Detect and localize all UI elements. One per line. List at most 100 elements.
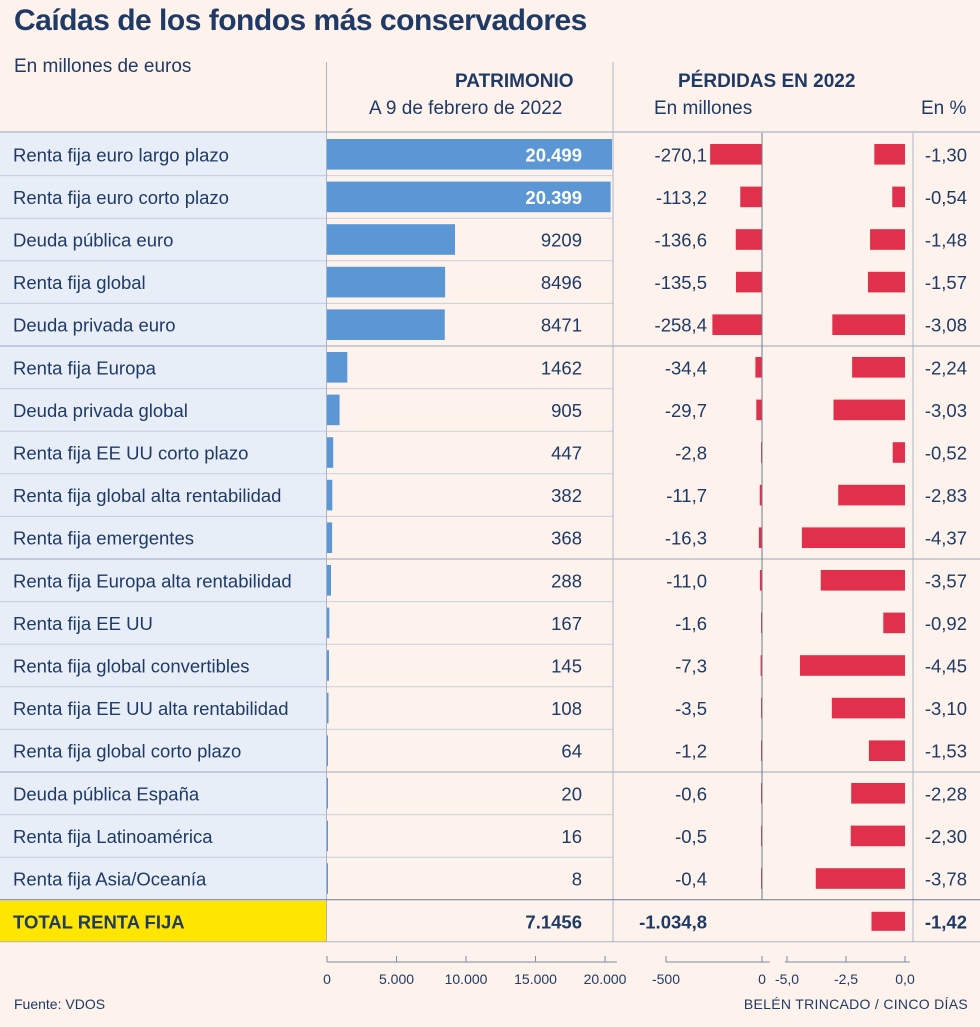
perdida-value: -0,5 (675, 826, 707, 847)
perdida-value: -11,7 (666, 485, 707, 506)
patrimonio-bar (327, 394, 340, 426)
patrimonio-bar (327, 309, 445, 340)
pct-bar (801, 527, 905, 548)
pct-bar (868, 740, 905, 761)
perdida-bar (760, 655, 762, 676)
row-label: Renta fija euro largo plazo (13, 144, 229, 165)
pct-value: -0,54 (925, 187, 967, 208)
header-perdidas-millones: En millones (654, 98, 753, 119)
patrimonio-value: 20.399 (525, 187, 582, 208)
pct-bar (820, 570, 905, 591)
pct-value: -2,24 (925, 357, 967, 378)
pct-bar (852, 357, 905, 378)
pct-value: -1,53 (925, 741, 967, 762)
row-label: Renta fija Europa (13, 357, 157, 378)
patrimonio-bar (327, 565, 332, 596)
perdida-value: -34,4 (665, 357, 707, 378)
patrimonio-value: 9209 (541, 230, 582, 251)
row-label: Deuda pública euro (13, 230, 173, 251)
perdida-bar (758, 527, 762, 548)
row-label: Renta fija emergentes (13, 528, 194, 549)
total-pct-bar (871, 911, 905, 931)
patrimonio-tick-label: 15.000 (514, 971, 557, 987)
pct-tick-label: -2,5 (834, 971, 858, 987)
pct-value: -0,92 (925, 613, 967, 634)
pct-value: -2,28 (925, 783, 967, 804)
pct-bar (870, 229, 905, 250)
total-patrimonio: 7.1456 (525, 911, 582, 932)
header-patrimonio: PATRIMONIO (455, 71, 574, 92)
patrimonio-bar (327, 224, 456, 255)
pct-bar (815, 868, 905, 889)
patrimonio-value: 8496 (541, 272, 582, 293)
pct-bar (832, 314, 905, 335)
perdida-value: -258,4 (655, 315, 707, 336)
pct-value: -2,30 (925, 826, 967, 847)
pct-bar (874, 144, 905, 165)
pct-value: -3,08 (925, 315, 967, 336)
perdida-bar (735, 271, 762, 293)
patrimonio-bar (327, 820, 328, 852)
pct-bar (867, 271, 905, 293)
patrimonio-value: 8 (572, 869, 582, 890)
row-label: Renta fija EE UU alta rentabilidad (13, 698, 289, 719)
perdida-value: -1,2 (675, 741, 707, 762)
patrimonio-bar (327, 181, 611, 213)
chart-title: Caídas de los fondos más conservadores (14, 4, 587, 37)
row-label: Deuda privada global (13, 400, 188, 421)
pct-bar (892, 442, 905, 463)
row-label: Renta fija Latinoamérica (13, 826, 213, 847)
patrimonio-value: 16 (561, 826, 582, 847)
perdida-value: -0,6 (675, 783, 707, 804)
perdida-bar (710, 144, 762, 165)
pct-value: -1,48 (925, 230, 967, 251)
pct-value: -3,78 (925, 869, 967, 890)
pct-bar (892, 186, 905, 208)
pct-bar (851, 783, 905, 804)
author-credit: BELÉN TRINCADO / CINCO DÍAS (743, 996, 968, 1012)
perdida-value: -135,5 (655, 272, 707, 293)
patrimonio-value: 8471 (541, 315, 582, 336)
header-perdidas-pct: En % (921, 98, 967, 119)
patrimonio-bar (327, 479, 333, 511)
patrimonio-value: 368 (551, 528, 582, 549)
patrimonio-tick-label: 5.000 (379, 971, 414, 987)
row-label: Deuda privada euro (13, 315, 176, 336)
patrimonio-tick-label: 0 (323, 971, 331, 987)
patrimonio-value: 1462 (541, 357, 582, 378)
pct-value: -1,57 (925, 272, 967, 293)
patrimonio-value: 905 (551, 400, 582, 421)
patrimonio-value: 145 (551, 656, 582, 677)
total-pct: -1,42 (925, 911, 967, 932)
pct-tick-label: -5,0 (775, 971, 799, 987)
row-label: Renta fija Asia/Oceanía (13, 869, 207, 890)
patrimonio-bar (327, 522, 333, 553)
header-perdidas: PÉRDIDAS EN 2022 (678, 71, 856, 92)
patrimonio-bar (327, 266, 446, 298)
patrimonio-value: 20.499 (525, 144, 582, 165)
patrimonio-bar (327, 735, 328, 766)
pct-bar (799, 655, 905, 676)
patrimonio-bar (327, 139, 612, 170)
patrimonio-bar (327, 863, 328, 894)
pct-bar (850, 825, 905, 847)
perdida-value: -0,4 (675, 869, 707, 890)
chart-subtitle: En millones de euros (14, 56, 192, 77)
row-label: Renta fija global (13, 272, 146, 293)
perdida-bar (712, 314, 762, 335)
patrimonio-value: 64 (561, 741, 582, 762)
total-perdida: -1.034,8 (639, 911, 707, 932)
perdida-value: -7,3 (675, 656, 707, 677)
perdida-value: -2,8 (675, 443, 707, 464)
patrimonio-value: 447 (551, 443, 582, 464)
pct-value: -0,52 (925, 443, 967, 464)
perdida-bar (759, 570, 762, 591)
row-label: Renta fija global corto plazo (13, 741, 241, 762)
pct-value: -3,10 (925, 698, 967, 719)
row-label: Renta fija global convertibles (13, 656, 250, 677)
pct-bar (838, 484, 905, 506)
perdida-tick-label: -500 (652, 971, 680, 987)
perdida-value: -1,6 (675, 613, 707, 634)
pct-bar (833, 399, 905, 421)
